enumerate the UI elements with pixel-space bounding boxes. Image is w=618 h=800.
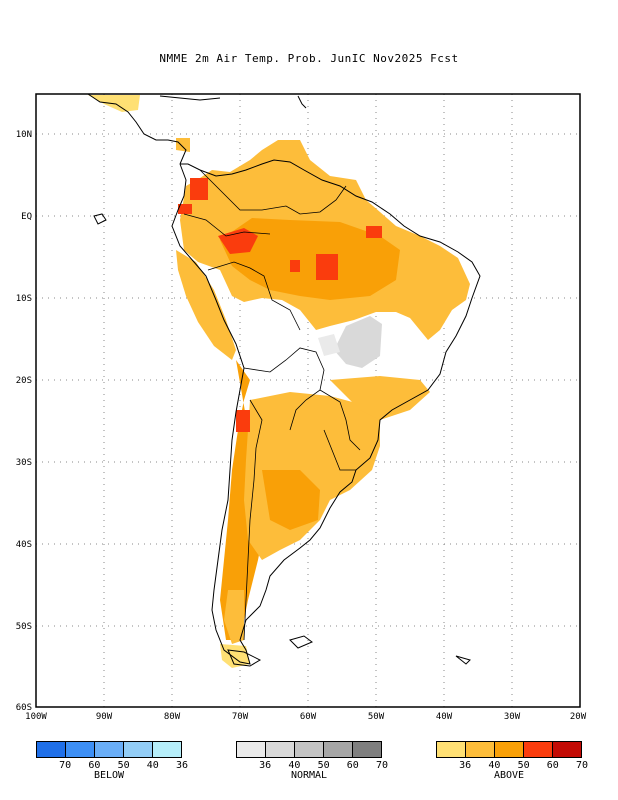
legend-swatch [353,742,381,757]
legend-above: 36 40 50 60 70 ABOVE [436,741,588,781]
legend-swatch [37,742,66,757]
legend-below-bar [36,741,182,758]
lon-label: 100W [25,712,47,722]
lat-label: 40S [16,540,32,550]
legend-swatch [553,742,581,757]
legend-tick: 60 [546,760,559,771]
legend-caption: NORMAL [290,770,328,781]
legend-tick: 36 [175,760,189,771]
legend-caption: ABOVE [493,770,525,781]
lon-label: 30W [504,712,521,722]
lat-label: 60S [16,703,32,713]
legend-swatch [295,742,324,757]
legend-swatch [266,742,295,757]
legend-swatch [524,742,553,757]
legend-below: 70 60 50 40 36 BELOW [36,741,188,781]
legend-tick: 50 [117,760,130,771]
map-frame [35,93,581,708]
lon-label: 20W [570,712,587,722]
legend-tick: 40 [488,760,501,771]
lat-label: 10S [16,294,32,304]
lon-label: 40W [436,712,453,722]
lon-label: 90W [96,712,113,722]
lon-label: 80W [164,712,181,722]
legend-swatch [237,742,266,757]
legend-tick: 40 [146,760,159,771]
legend-swatch [66,742,95,757]
legend-swatch [495,742,524,757]
legend-tick: 36 [459,760,472,771]
lat-label: EQ [21,212,32,222]
lat-label: 20S [16,376,32,386]
legend-tick: 70 [575,760,589,771]
country-borders [183,169,361,641]
lat-label: 10N [16,130,32,140]
latitude-labels: 10N EQ 10S 20S 30S 40S 50S 60S [16,130,32,713]
coastlines [87,93,481,667]
legend-tick: 60 [88,760,101,771]
lon-label: 60W [300,712,317,722]
legend-normal: 36 40 50 60 70 NORMAL [236,741,388,781]
legend-tick: 36 [259,760,272,771]
legend-swatch [324,742,353,757]
legend-normal-bar [236,741,382,758]
longitude-labels: 100W 90W 80W 70W 60W 50W 40W 30W 20W [25,712,587,722]
legend-tick: 50 [317,760,330,771]
probability-shading [88,95,470,668]
lon-label: 50W [368,712,385,722]
graticule [36,94,580,707]
legend-above-bar [436,741,582,758]
legend-swatch [466,742,495,757]
legend-tick: 70 [59,760,72,771]
legend-swatch [95,742,124,757]
legend-caption: BELOW [93,770,125,781]
lon-label: 70W [232,712,249,722]
legend-tick: 70 [375,760,389,771]
legend-tick: 50 [517,760,530,771]
map-title: NMME 2m Air Temp. Prob. JunIC Nov2025 Fc… [159,52,459,65]
lat-label: 30S [16,458,32,468]
legend-swatch [153,742,181,757]
lat-label: 50S [16,622,32,632]
legend-swatch [124,742,153,757]
legend-tick: 40 [288,760,301,771]
legend-swatch [437,742,466,757]
legend-tick: 60 [346,760,359,771]
forecast-map: 10N EQ 10S 20S 30S 40S 50S 60S 100W 90W … [16,93,587,722]
